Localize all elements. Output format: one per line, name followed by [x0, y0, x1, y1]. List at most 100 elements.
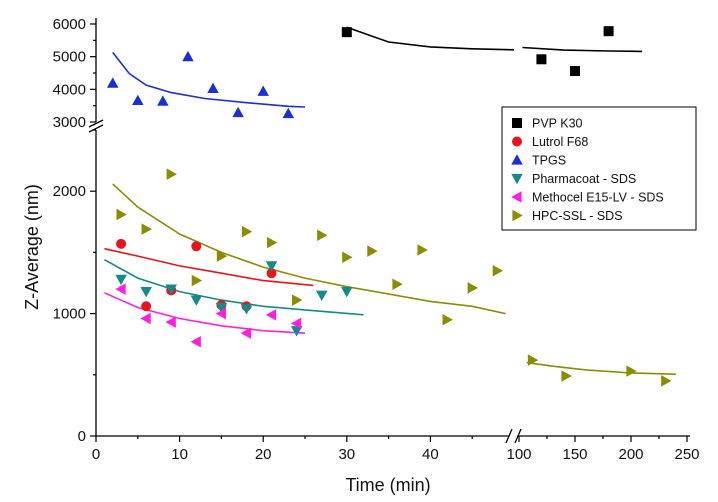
data-point-tpgs: [132, 94, 144, 106]
data-point-hpc-ssl-sds: [467, 282, 478, 294]
data-point-pharmacoat-sds: [341, 286, 353, 298]
y-axis-break-mark: [88, 124, 104, 133]
x-tick-label: 20: [255, 446, 272, 463]
data-points-layer: [106, 26, 672, 387]
x-tick-label: 250: [674, 446, 699, 463]
data-point-hpc-ssl-sds: [266, 236, 278, 249]
legend-label-methocel-e15-lv-sds: Methocel E15-LV - SDS: [532, 191, 664, 205]
data-point-pharmacoat-sds: [240, 304, 253, 315]
data-point-methocel-e15-lv-sds: [265, 309, 277, 321]
data-point-pvp-k30: [603, 26, 614, 37]
data-point-tpgs: [106, 77, 119, 88]
y-tick-label: 6000: [53, 16, 86, 33]
y-tick-label: 4000: [53, 81, 86, 98]
fit-line-pvp-k30: [522, 46, 643, 53]
data-point-hpc-ssl-sds: [561, 370, 572, 382]
fit-line-pvp-k30: [346, 26, 515, 51]
data-point-hpc-ssl-sds: [342, 251, 353, 264]
legend-label-lutrol-f68: Lutrol F68: [532, 135, 588, 149]
legend-marker-hpc-ssl-sds: [512, 209, 523, 222]
legend-marker-lutrol-f68: [512, 136, 522, 147]
legend-marker-tpgs: [511, 154, 523, 165]
y-axis-title: Z-Average (nm): [22, 184, 42, 310]
data-point-pvp-k30: [570, 66, 580, 77]
data-point-tpgs: [157, 95, 169, 106]
x-axis-break-mark: [514, 428, 522, 444]
x-axis-break-mark: [505, 428, 513, 444]
data-point-pharmacoat-sds: [215, 302, 228, 314]
data-point-pharmacoat-sds: [140, 286, 152, 298]
x-tick-label: 30: [338, 446, 355, 463]
data-point-tpgs: [207, 82, 219, 93]
data-point-hpc-ssl-sds: [241, 225, 253, 238]
data-point-hpc-ssl-sds: [292, 294, 303, 306]
data-point-hpc-ssl-sds: [166, 168, 177, 180]
x-tick-label: 0: [92, 446, 100, 463]
legend-label-pharmacoat-sds: Pharmacoat - SDS: [532, 172, 636, 186]
data-point-tpgs: [257, 85, 269, 96]
data-point-tpgs: [282, 107, 295, 119]
data-point-hpc-ssl-sds: [527, 354, 539, 366]
y-tick-label: 2000: [53, 183, 86, 200]
fit-line-lutrol-f68: [104, 247, 314, 287]
data-point-methocel-e15-lv-sds: [165, 316, 176, 328]
axes-layer: 0 1000 2000 3000 4000 5000 6000 0 10 20 30 40 100 150…: [53, 16, 700, 463]
x-tick-label: 100: [506, 446, 531, 463]
data-point-lutrol-f68: [191, 241, 202, 252]
data-point-methocel-e15-lv-sds: [215, 307, 226, 320]
x-tick-label: 10: [171, 446, 188, 463]
legend-box: [501, 106, 697, 231]
fit-line-tpgs: [112, 51, 306, 108]
data-point-pharmacoat-sds: [290, 326, 303, 337]
fit-line-hpc-ssl-sds: [526, 361, 676, 375]
y-tick-label: 0: [78, 428, 86, 445]
data-point-lutrol-f68: [141, 301, 152, 312]
data-point-hpc-ssl-sds: [492, 265, 504, 277]
data-point-hpc-ssl-sds: [191, 274, 203, 287]
data-point-pharmacoat-sds: [315, 290, 328, 301]
data-point-methocel-e15-lv-sds: [140, 312, 151, 325]
data-point-hpc-ssl-sds: [626, 365, 637, 377]
data-point-hpc-ssl-sds: [367, 245, 378, 257]
y-axis-break-mark: [88, 119, 104, 128]
data-point-methocel-e15-lv-sds: [115, 283, 126, 295]
data-point-pharmacoat-sds: [165, 284, 177, 295]
data-point-hpc-ssl-sds: [417, 244, 428, 256]
fit-line-hpc-ssl-sds: [112, 183, 506, 315]
legend-layer: PVP K30 Lutrol F68 TPGS Pharmacoat - SDS Met…: [501, 106, 697, 231]
x-tick-label: 150: [562, 446, 587, 463]
data-point-methocel-e15-lv-sds: [190, 336, 201, 348]
data-point-hpc-ssl-sds: [392, 278, 403, 290]
data-point-pharmacoat-sds: [265, 261, 278, 272]
x-tick-label: 200: [618, 446, 643, 463]
data-point-pharmacoat-sds: [115, 274, 127, 286]
fit-line-methocel-e15-lv-sds: [104, 292, 306, 334]
data-point-methocel-e15-lv-sds: [240, 327, 252, 339]
data-point-hpc-ssl-sds: [442, 313, 453, 326]
data-point-hpc-ssl-sds: [216, 250, 228, 262]
legend-label-hpc-ssl-sds: HPC-SSL - SDS: [532, 209, 623, 223]
legend-label-pvp-k30: PVP K30: [532, 117, 583, 131]
legend-label-tpgs: TPGS: [532, 154, 566, 168]
data-point-lutrol-f68: [266, 268, 277, 279]
x-tick-label: 40: [422, 446, 439, 463]
y-tick-label: 3000: [53, 114, 86, 131]
y-tick-label: 1000: [53, 306, 86, 323]
legend-marker-pvp-k30: [512, 118, 522, 128]
data-point-lutrol-f68: [116, 238, 127, 249]
x-axis-title: Time (min): [345, 475, 430, 495]
data-point-pvp-k30: [536, 54, 547, 65]
data-point-pvp-k30: [341, 27, 352, 38]
y-tick-label: 5000: [53, 49, 86, 66]
legend-marker-methocel-e15-lv-sds: [511, 191, 522, 203]
data-point-hpc-ssl-sds: [116, 208, 127, 221]
data-point-hpc-ssl-sds: [141, 223, 152, 235]
data-point-hpc-ssl-sds: [661, 375, 672, 387]
data-point-tpgs: [182, 50, 194, 62]
data-point-methocel-e15-lv-sds: [290, 317, 302, 330]
legend-marker-pharmacoat-sds: [511, 173, 523, 185]
data-point-pharmacoat-sds: [190, 295, 203, 306]
data-point-hpc-ssl-sds: [317, 229, 328, 242]
